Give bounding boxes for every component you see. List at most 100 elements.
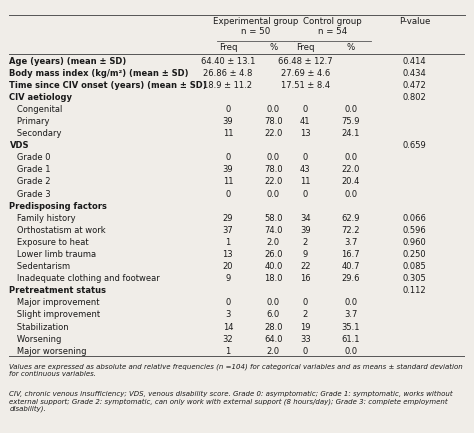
Text: Family history: Family history xyxy=(9,214,76,223)
Text: 20: 20 xyxy=(223,262,233,271)
Text: 64.0: 64.0 xyxy=(264,335,283,344)
Text: Grade 0: Grade 0 xyxy=(9,153,51,162)
Text: 0: 0 xyxy=(225,190,230,199)
Text: 61.1: 61.1 xyxy=(341,335,360,344)
Text: 17.51 ± 8.4: 17.51 ± 8.4 xyxy=(281,81,330,90)
Text: Orthostatism at work: Orthostatism at work xyxy=(9,226,106,235)
Text: Worsening: Worsening xyxy=(9,335,62,344)
Text: 2.0: 2.0 xyxy=(267,238,280,247)
Text: 20.4: 20.4 xyxy=(342,178,360,187)
Text: 3: 3 xyxy=(225,310,230,320)
Text: 0.0: 0.0 xyxy=(267,298,280,307)
Text: Stabilization: Stabilization xyxy=(9,323,69,332)
Text: 11: 11 xyxy=(223,129,233,138)
Text: 16.7: 16.7 xyxy=(341,250,360,259)
Text: 0: 0 xyxy=(302,190,308,199)
Text: 0.0: 0.0 xyxy=(344,298,357,307)
Text: 3.7: 3.7 xyxy=(344,238,357,247)
Text: P-value: P-value xyxy=(399,17,430,26)
Text: Major worsening: Major worsening xyxy=(9,347,87,356)
Text: Body mass index (kg/m²) (mean ± SD): Body mass index (kg/m²) (mean ± SD) xyxy=(9,68,189,78)
Text: 22.0: 22.0 xyxy=(264,129,283,138)
Text: 13: 13 xyxy=(223,250,233,259)
Text: 9: 9 xyxy=(302,250,308,259)
Text: 29: 29 xyxy=(223,214,233,223)
Text: Grade 2: Grade 2 xyxy=(9,178,51,187)
Text: 29.6: 29.6 xyxy=(341,274,360,283)
Text: Grade 1: Grade 1 xyxy=(9,165,51,174)
Text: Exposure to heat: Exposure to heat xyxy=(9,238,89,247)
Text: 2.0: 2.0 xyxy=(267,347,280,356)
Text: 2: 2 xyxy=(302,310,308,320)
Text: Lower limb trauma: Lower limb trauma xyxy=(9,250,97,259)
Text: 33: 33 xyxy=(300,335,310,344)
Text: Age (years) (mean ± SD): Age (years) (mean ± SD) xyxy=(9,57,127,65)
Text: 19: 19 xyxy=(300,323,310,332)
Text: 0: 0 xyxy=(302,347,308,356)
Text: 34: 34 xyxy=(300,214,310,223)
Text: Freq: Freq xyxy=(219,43,237,52)
Text: 0.802: 0.802 xyxy=(402,93,426,102)
Text: Major improvement: Major improvement xyxy=(9,298,100,307)
Text: 37: 37 xyxy=(222,226,233,235)
Text: 1: 1 xyxy=(225,238,230,247)
Text: Grade 3: Grade 3 xyxy=(9,190,51,199)
Text: 39: 39 xyxy=(223,117,233,126)
Text: 0.066: 0.066 xyxy=(402,214,427,223)
Text: Congenital: Congenital xyxy=(9,105,63,114)
Text: 32: 32 xyxy=(223,335,233,344)
Text: Sedentarism: Sedentarism xyxy=(9,262,71,271)
Text: 78.0: 78.0 xyxy=(264,117,283,126)
Text: 0.112: 0.112 xyxy=(402,286,426,295)
Text: 0.250: 0.250 xyxy=(402,250,426,259)
Text: 14: 14 xyxy=(223,323,233,332)
Text: 39: 39 xyxy=(223,165,233,174)
Text: 39: 39 xyxy=(300,226,310,235)
Text: 0: 0 xyxy=(302,153,308,162)
Text: Values are expressed as absolute and relative frequencies (n =104) for categoric: Values are expressed as absolute and rel… xyxy=(9,364,463,377)
Text: 16: 16 xyxy=(300,274,310,283)
Text: 0.085: 0.085 xyxy=(402,262,426,271)
Text: 0: 0 xyxy=(225,105,230,114)
Text: 0: 0 xyxy=(302,298,308,307)
Text: 58.0: 58.0 xyxy=(264,214,283,223)
Text: Control group
n = 54: Control group n = 54 xyxy=(303,17,362,36)
Text: %: % xyxy=(269,43,278,52)
Text: 78.0: 78.0 xyxy=(264,165,283,174)
Text: 18.0: 18.0 xyxy=(264,274,283,283)
Text: 22: 22 xyxy=(300,262,310,271)
Text: VDS: VDS xyxy=(9,141,29,150)
Text: 0.305: 0.305 xyxy=(402,274,426,283)
Text: 22.0: 22.0 xyxy=(264,178,283,187)
Text: 72.2: 72.2 xyxy=(341,226,360,235)
Text: 62.9: 62.9 xyxy=(341,214,360,223)
Text: 35.1: 35.1 xyxy=(341,323,360,332)
Text: 24.1: 24.1 xyxy=(342,129,360,138)
Text: 40.0: 40.0 xyxy=(264,262,283,271)
Text: CIV aetiology: CIV aetiology xyxy=(9,93,73,102)
Text: 27.69 ± 4.6: 27.69 ± 4.6 xyxy=(281,68,330,78)
Text: 75.9: 75.9 xyxy=(341,117,360,126)
Text: 0.0: 0.0 xyxy=(267,153,280,162)
Text: 26.0: 26.0 xyxy=(264,250,283,259)
Text: Secondary: Secondary xyxy=(9,129,62,138)
Text: 11: 11 xyxy=(300,178,310,187)
Text: Pretreatment status: Pretreatment status xyxy=(9,286,107,295)
Text: 43: 43 xyxy=(300,165,310,174)
Text: 0: 0 xyxy=(225,298,230,307)
Text: 3.7: 3.7 xyxy=(344,310,357,320)
Text: 11: 11 xyxy=(223,178,233,187)
Text: 0.659: 0.659 xyxy=(402,141,426,150)
Text: 0.414: 0.414 xyxy=(402,57,426,65)
Text: 2: 2 xyxy=(302,238,308,247)
Text: 66.48 ± 12.7: 66.48 ± 12.7 xyxy=(278,57,333,65)
Text: 9: 9 xyxy=(225,274,230,283)
Text: 26.86 ± 4.8: 26.86 ± 4.8 xyxy=(203,68,253,78)
Text: Slight improvement: Slight improvement xyxy=(9,310,100,320)
Text: CIV, chronic venous insufficiency; VDS, venous disability score. Grade 0: asympt: CIV, chronic venous insufficiency; VDS, … xyxy=(9,391,453,413)
Text: 0.960: 0.960 xyxy=(402,238,426,247)
Text: 0: 0 xyxy=(225,153,230,162)
Text: Inadequate clothing and footwear: Inadequate clothing and footwear xyxy=(9,274,160,283)
Text: 0.0: 0.0 xyxy=(344,153,357,162)
Text: Time since CIV onset (years) (mean ± SD): Time since CIV onset (years) (mean ± SD) xyxy=(9,81,207,90)
